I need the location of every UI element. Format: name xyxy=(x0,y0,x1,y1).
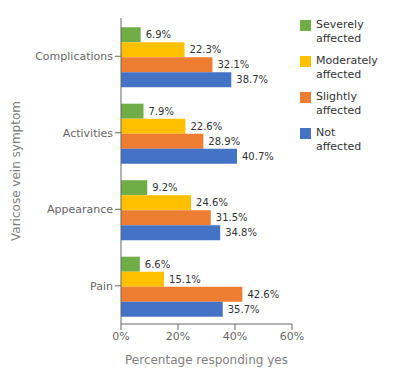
svg-text:Percentage responding yes: Percentage responding yes xyxy=(125,353,288,367)
html-text:Moderately: Moderately xyxy=(316,54,378,67)
svg-text:Complications: Complications xyxy=(35,50,113,63)
svg-text:0%: 0% xyxy=(112,330,129,343)
html-text:affected: affected xyxy=(316,32,362,45)
svg-text:9.2%: 9.2% xyxy=(152,182,177,193)
svg-text:40%: 40% xyxy=(223,330,247,343)
html-text:Slightly: Slightly xyxy=(316,90,357,103)
svg-text:24.6%: 24.6% xyxy=(196,197,228,208)
html-text:affected: affected xyxy=(316,68,362,81)
svg-text:28.9%: 28.9% xyxy=(208,136,240,147)
svg-text:Pain: Pain xyxy=(90,280,113,293)
svg-text:22.3%: 22.3% xyxy=(190,44,222,55)
svg-text:Varicose vein symptom: Varicose vein symptom xyxy=(9,101,23,241)
svg-text:38.7%: 38.7% xyxy=(236,74,268,85)
svg-text:Appearance: Appearance xyxy=(47,203,113,216)
svg-text:34.8%: 34.8% xyxy=(225,227,257,238)
svg-text:42.6%: 42.6% xyxy=(247,289,279,300)
html-text:Not: Not xyxy=(316,126,336,139)
svg-text:31.5%: 31.5% xyxy=(216,212,248,223)
svg-text:22.6%: 22.6% xyxy=(190,121,222,132)
svg-text:60%: 60% xyxy=(280,330,304,343)
html-text:affected: affected xyxy=(316,140,362,153)
svg-text:32.1%: 32.1% xyxy=(217,59,249,70)
svg-text:Activities: Activities xyxy=(63,127,113,140)
html-text:affected: affected xyxy=(316,104,362,117)
svg-text:35.7%: 35.7% xyxy=(228,304,260,315)
html-text:Severely: Severely xyxy=(316,18,364,31)
svg-text:6.6%: 6.6% xyxy=(145,259,170,270)
svg-text:6.9%: 6.9% xyxy=(146,29,171,40)
svg-text:7.9%: 7.9% xyxy=(149,106,174,117)
svg-text:15.1%: 15.1% xyxy=(169,274,201,285)
svg-text:40.7%: 40.7% xyxy=(242,151,274,162)
svg-text:20%: 20% xyxy=(166,330,190,343)
